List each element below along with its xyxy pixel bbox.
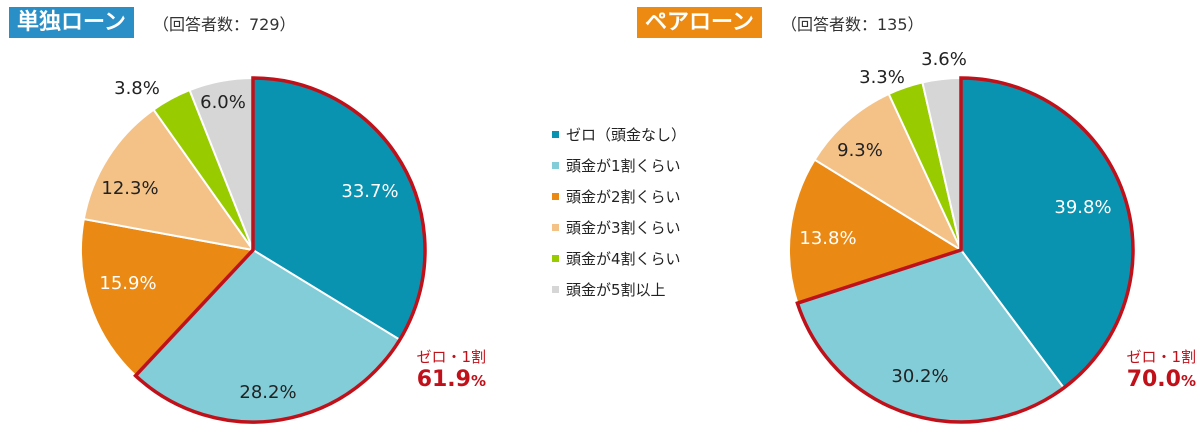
slice-value-label: 9.3% [837, 140, 883, 161]
respondent-count-pair-loan: （回答者数：135） [781, 15, 924, 34]
callout-label: ゼロ・1割 [1126, 348, 1196, 366]
slice-value-label: 15.9% [99, 273, 156, 294]
slice-value-label: 13.8% [799, 228, 856, 249]
legend-label: 頭金が3割くらい [566, 219, 681, 237]
slice-value-label: 3.3% [859, 67, 905, 88]
respondent-count-single-loan: （回答者数：729） [153, 15, 296, 34]
pie-slice [813, 92, 964, 253]
legend-item-30pct: 頭金が3割くらい [552, 212, 686, 243]
legend-swatch [552, 286, 559, 293]
legend-label: 頭金が1割くらい [566, 157, 681, 175]
callout-pair-loan: ゼロ・1割 70.0% [1104, 346, 1196, 392]
pie-slice [788, 158, 964, 305]
slice-value-label: 12.3% [101, 178, 158, 199]
highlight-outline [795, 76, 1135, 424]
callout-unit: % [470, 372, 486, 390]
legend-label: 頭金が5割以上 [566, 281, 666, 299]
slice-value-label: 3.6% [921, 49, 967, 70]
callout-single-loan: ゼロ・1割 61.9% [398, 346, 486, 392]
legend-item-20pct: 頭金が2割くらい [552, 181, 686, 212]
highlight-outline [133, 76, 427, 424]
slice-value-label: 33.7% [341, 181, 398, 202]
slice-value-label: 3.8% [114, 78, 160, 99]
slice-value-label: 6.0% [200, 92, 246, 113]
legend-label: 頭金が4割くらい [566, 250, 681, 268]
legend-label: ゼロ（頭金なし） [566, 126, 687, 144]
legend-swatch [552, 162, 559, 169]
legend-item-40pct: 頭金が4割くらい [552, 243, 686, 274]
legend-swatch [552, 131, 559, 138]
callout-value: 70.0 [1126, 367, 1181, 392]
legend-item-10pct: 頭金が1割くらい [552, 150, 686, 181]
chart-title-pair-loan: ペアローン [637, 7, 762, 38]
pie-slice [80, 217, 255, 378]
legend-swatch [552, 255, 559, 262]
callout-value: 61.9 [416, 367, 471, 392]
legend-label: 頭金が2割くらい [566, 188, 681, 206]
legend-swatch [552, 193, 559, 200]
legend: ゼロ（頭金なし） 頭金が1割くらい 頭金が2割くらい 頭金が3割くらい 頭金が4… [552, 119, 686, 305]
callout-unit: % [1180, 372, 1196, 390]
slice-value-label: 28.2% [239, 382, 296, 403]
chart-title-single-loan: 単独ローン [9, 7, 134, 38]
legend-swatch [552, 224, 559, 231]
callout-label: ゼロ・1割 [416, 348, 486, 366]
pie-slice [82, 108, 256, 252]
slice-value-label: 30.2% [891, 366, 948, 387]
legend-item-zero: ゼロ（頭金なし） [552, 119, 686, 150]
slice-value-label: 39.8% [1054, 197, 1111, 218]
legend-item-50pct-plus: 頭金が5割以上 [552, 274, 686, 305]
